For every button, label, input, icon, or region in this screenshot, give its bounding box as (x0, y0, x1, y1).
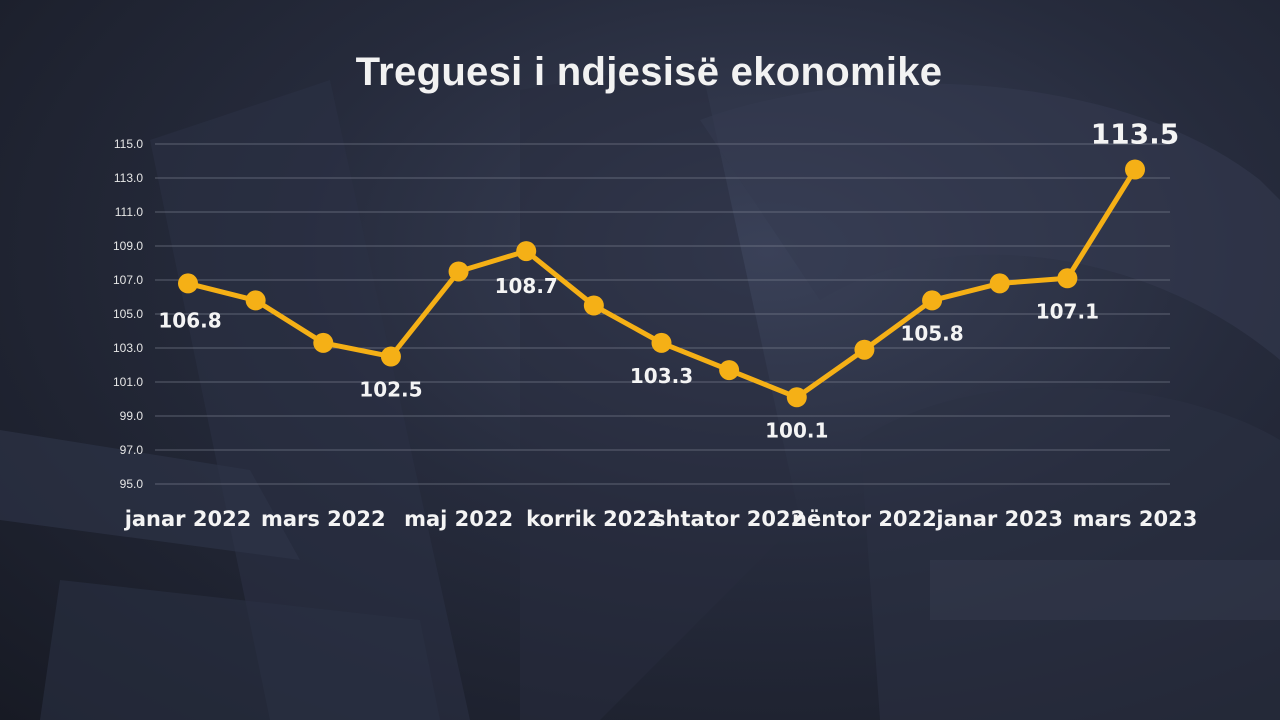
data-point (1125, 159, 1145, 180)
data-point (854, 339, 875, 360)
data-label: 100.1 (765, 418, 828, 442)
chart-title: Treguesi i ndjesisë ekonomike (355, 50, 943, 94)
x-tick-label: janar 2022 (124, 507, 252, 531)
y-tick-label: 107.0 (113, 273, 143, 287)
y-tick-label: 115.0 (114, 137, 143, 151)
x-tick-label: mars 2023 (1073, 507, 1198, 531)
data-label: 108.7 (495, 274, 558, 298)
x-tick-label: korrik 2022 (526, 507, 661, 531)
x-tick-label: maj 2022 (404, 507, 513, 531)
data-label: 103.3 (630, 364, 693, 388)
data-point (583, 295, 604, 316)
y-tick-label: 101.0 (113, 375, 143, 389)
data-point (1057, 268, 1078, 289)
data-label: 113.5 (1091, 118, 1180, 151)
data-label: 105.8 (900, 321, 963, 345)
data-point (178, 273, 198, 294)
data-label: 106.8 (158, 308, 221, 332)
data-label: 107.1 (1036, 299, 1099, 323)
data-point (651, 332, 672, 353)
data-point (380, 346, 401, 367)
y-tick-label: 103.0 (113, 341, 143, 355)
data-point (989, 273, 1010, 294)
data-point (922, 290, 943, 311)
y-tick-label: 105.0 (113, 307, 143, 321)
y-tick-label: 109.0 (113, 239, 143, 253)
data-point (516, 241, 537, 262)
y-tick-label: 97.0 (120, 443, 144, 457)
y-tick-label: 113.0 (114, 171, 143, 185)
x-tick-label: janar 2023 (935, 507, 1063, 531)
x-tick-label: shtator 2022 (653, 507, 805, 531)
data-point (313, 332, 334, 353)
y-tick-label: 99.0 (120, 409, 144, 423)
y-tick-label: 111.0 (115, 205, 144, 219)
data-label: 102.5 (359, 378, 422, 402)
x-tick-label: nëntor 2022 (792, 507, 937, 531)
y-tick-label: 95.0 (120, 477, 144, 491)
data-point (245, 290, 266, 311)
data-point (448, 261, 469, 282)
data-point (719, 360, 740, 381)
x-tick-label: mars 2022 (261, 507, 386, 531)
data-point (786, 387, 807, 408)
